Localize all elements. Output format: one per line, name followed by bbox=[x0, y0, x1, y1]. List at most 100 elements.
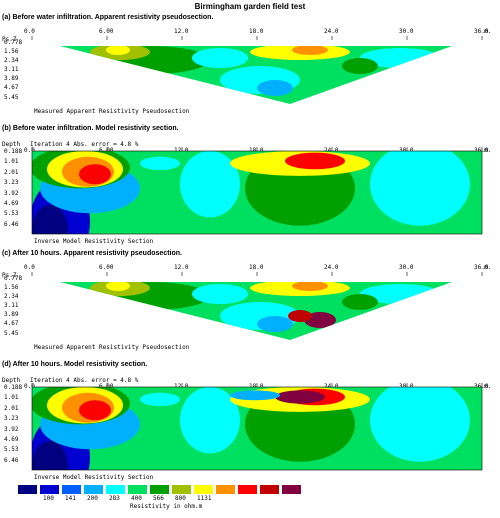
x-tick-label: 18.0 bbox=[249, 147, 264, 154]
x-tick-label: 24.0 bbox=[324, 147, 339, 154]
x-tick-label: 30.0 bbox=[399, 147, 414, 154]
legend-swatch bbox=[40, 485, 59, 494]
legend-swatch bbox=[216, 485, 235, 494]
x-tick-label: 36.0 bbox=[474, 264, 489, 271]
resistivity-section bbox=[60, 282, 452, 340]
y-axis-label: Depth bbox=[2, 377, 21, 384]
x-tick-label: 12.0 bbox=[174, 264, 189, 271]
x-tick-label: 6.00 bbox=[99, 28, 114, 35]
x-tick-label: 18.0 bbox=[249, 383, 264, 390]
y-axis-label: Depth bbox=[2, 141, 21, 148]
section-caption: Inverse Model Resistivity Section bbox=[34, 238, 154, 245]
x-tick-label: 0.0 bbox=[24, 383, 35, 390]
depth-tick-label: 5.53 bbox=[4, 446, 19, 454]
x-tick-label: 12.0 bbox=[174, 383, 189, 390]
depth-tick-label: 4.69 bbox=[4, 435, 19, 443]
depth-tick-label: 3.92 bbox=[4, 189, 19, 197]
depth-tick-label: 2.34 bbox=[4, 57, 19, 65]
depth-tick-label: 1.56 bbox=[4, 283, 19, 291]
depth-tick-label: 1.56 bbox=[4, 47, 19, 55]
zone bbox=[257, 316, 293, 332]
x-tick-label: 0.0 bbox=[24, 264, 35, 271]
zone bbox=[275, 390, 325, 404]
zone bbox=[342, 58, 378, 74]
x-tick-label: 36.0 bbox=[474, 28, 489, 35]
x-tick-label: 12.0 bbox=[174, 147, 189, 154]
x-axis-unit: m. bbox=[484, 264, 492, 271]
panel-title: (b) Before water infiltration. Model res… bbox=[2, 125, 179, 132]
depth-tick-label: 2.34 bbox=[4, 293, 19, 301]
zone bbox=[370, 387, 470, 462]
depth-tick-label: 1.01 bbox=[4, 158, 19, 166]
resistivity-section bbox=[32, 387, 482, 470]
legend-swatch bbox=[18, 485, 37, 494]
panel-title: (c) After 10 hours. Apparent resistivity… bbox=[2, 250, 182, 257]
depth-tick-label: 2.01 bbox=[4, 168, 19, 176]
zone bbox=[192, 48, 248, 68]
depth-tick-label: 6.46 bbox=[4, 220, 19, 228]
depth-tick-label: 0.778 bbox=[4, 274, 23, 282]
x-tick-label: 6.00 bbox=[99, 383, 114, 390]
legend-swatch bbox=[238, 485, 257, 494]
depth-tick-label: 5.53 bbox=[4, 210, 19, 218]
depth-tick-label: 1.01 bbox=[4, 394, 19, 402]
depth-tick-label: 3.23 bbox=[4, 179, 19, 187]
zone bbox=[180, 151, 240, 218]
depth-tick-label: 3.11 bbox=[4, 66, 19, 74]
x-tick-label: 36.0 bbox=[474, 147, 489, 154]
iteration-label: Iteration 4 Abs. error = 4.8 % bbox=[30, 141, 139, 148]
legend-unit: Resistivity in ohm.m bbox=[130, 503, 203, 510]
zone bbox=[79, 164, 111, 185]
depth-tick-label: 5.45 bbox=[4, 93, 19, 101]
section-caption: Measured Apparent Resistivity Pseudosect… bbox=[34, 108, 190, 115]
x-tick-label: 30.0 bbox=[399, 264, 414, 271]
depth-tick-label: 2.01 bbox=[4, 404, 19, 412]
x-axis-unit: m. bbox=[484, 147, 492, 154]
x-tick-label: 36.0 bbox=[474, 383, 489, 390]
x-tick-label: 12.0 bbox=[174, 28, 189, 35]
x-axis-unit: m. bbox=[484, 383, 492, 390]
legend-label: 100 bbox=[43, 495, 54, 502]
zone bbox=[32, 440, 68, 470]
zone bbox=[106, 46, 130, 55]
zone bbox=[292, 282, 328, 291]
depth-tick-label: 0.188 bbox=[4, 384, 23, 392]
legend-label: 800 bbox=[175, 495, 186, 502]
legend-swatch bbox=[128, 485, 147, 494]
depth-tick-label: 4.69 bbox=[4, 199, 19, 207]
panel-title: (a) Before water infiltration. Apparent … bbox=[2, 14, 214, 21]
y-axis-label: Ps.Z bbox=[2, 272, 17, 279]
depth-tick-label: 3.92 bbox=[4, 425, 19, 433]
zone bbox=[288, 310, 312, 322]
depth-tick-label: 3.89 bbox=[4, 311, 19, 319]
zone bbox=[257, 80, 293, 96]
zone bbox=[32, 204, 68, 234]
resistivity-section bbox=[32, 151, 482, 234]
depth-tick-label: 4.67 bbox=[4, 320, 19, 328]
zone bbox=[106, 282, 130, 291]
legend-swatch bbox=[62, 485, 81, 494]
zone bbox=[292, 46, 328, 55]
legend-label: 283 bbox=[109, 495, 120, 502]
depth-tick-label: 0.188 bbox=[4, 148, 23, 156]
x-tick-label: 6.00 bbox=[99, 264, 114, 271]
legend-label: 200 bbox=[87, 495, 98, 502]
legend-label: 566 bbox=[153, 495, 164, 502]
legend-swatch bbox=[194, 485, 213, 494]
depth-tick-label: 3.89 bbox=[4, 75, 19, 83]
depth-tick-label: 0.778 bbox=[4, 38, 23, 46]
legend-label: 1131 bbox=[197, 495, 212, 502]
x-tick-label: 24.0 bbox=[324, 264, 339, 271]
legend-swatch bbox=[172, 485, 191, 494]
zone bbox=[342, 294, 378, 310]
legend-label: 141 bbox=[65, 495, 76, 502]
y-axis-label: Ps.Z bbox=[2, 36, 17, 43]
x-tick-label: 0.0 bbox=[24, 147, 35, 154]
legend-swatch bbox=[282, 485, 301, 494]
zone bbox=[370, 151, 470, 226]
iteration-label: Iteration 4 Abs. error = 4.8 % bbox=[30, 377, 139, 384]
resistivity-section bbox=[60, 46, 452, 104]
legend-label: 400 bbox=[131, 495, 142, 502]
panel-title: (d) After 10 hours. Model resistivity se… bbox=[2, 361, 148, 368]
